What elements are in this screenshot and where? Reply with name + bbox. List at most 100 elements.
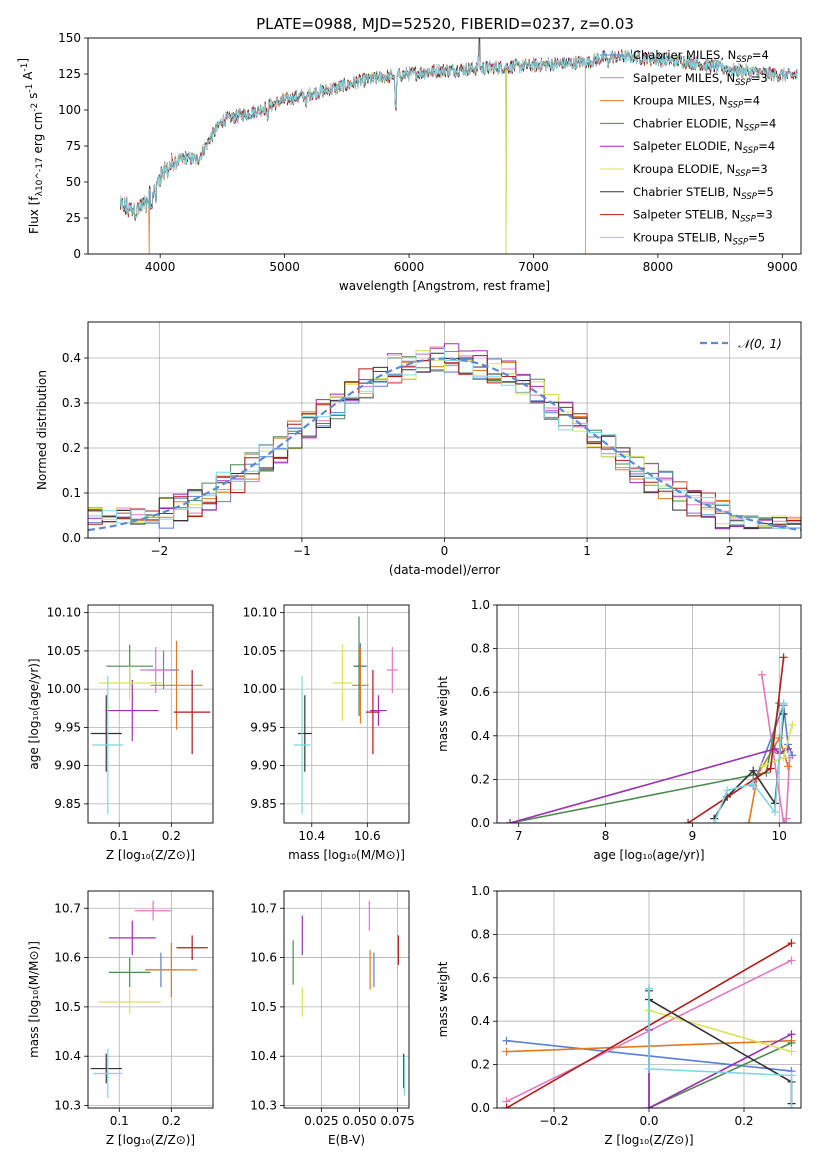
x-tick-label: 0.2 xyxy=(162,1114,181,1128)
weight-marker xyxy=(684,819,693,823)
y-tick-label: 10.10 xyxy=(243,606,277,620)
y-tick-label: 25 xyxy=(66,211,81,225)
x-tick-label: 9 xyxy=(689,829,697,843)
x-tick-label: 0.025 xyxy=(304,1114,338,1128)
weight-marker xyxy=(749,766,758,775)
weight-marker xyxy=(787,1104,796,1108)
x-tick-label: 0.1 xyxy=(110,1114,129,1128)
weight-line xyxy=(509,748,789,823)
y-tick-label: 0.6 xyxy=(471,971,490,985)
y-axis-label: mass [log₁₀(M/M⊙)] xyxy=(27,941,41,1058)
panel-age_vs_mass: 10.4 10.6 9.85 9.90 9.95 10.00 10.05 10.10 mass … xyxy=(243,604,410,862)
weight-marker xyxy=(744,819,753,823)
legend-entry: Chabrier ELODIE, NSSP=4 xyxy=(633,116,776,133)
axes-frame xyxy=(87,37,802,255)
x-axis-label: age [log₁₀(age/yr)] xyxy=(593,848,704,862)
y-tick-label: 10.4 xyxy=(250,1049,277,1063)
weight-line xyxy=(648,988,793,1108)
weight-line xyxy=(648,1009,792,1053)
weight-marker xyxy=(645,984,653,993)
legend: 𝒩(0, 1) xyxy=(700,337,782,351)
weight-marker xyxy=(757,762,766,771)
y-tick-label: 0.0 xyxy=(471,816,490,830)
legend-entry: Salpeter ELODIE, NSSP=4 xyxy=(633,139,775,156)
y-tick-label: 0.4 xyxy=(471,1014,490,1028)
legend: Chabrier MILES, NSSP=4 Salpeter MILES, NS… xyxy=(600,48,776,247)
y-tick-label: 0.8 xyxy=(471,642,490,656)
x-tick-label: 10.6 xyxy=(354,829,381,843)
weight-line xyxy=(687,657,785,823)
legend-entry: Salpeter STELIB, NSSP=3 xyxy=(633,208,773,225)
weight-marker xyxy=(788,720,797,729)
legend-entry: Kroupa MILES, NSSP=4 xyxy=(633,94,760,111)
weight-line xyxy=(509,702,781,823)
legend-entry: Kroupa ELODIE, NSSP=3 xyxy=(633,162,768,179)
legend-entry: Chabrier MILES, NSSP=4 xyxy=(633,48,769,65)
y-axis-label: mass weight xyxy=(436,676,450,752)
y-tick-label: 125 xyxy=(58,67,81,81)
y-tick-label: 10.5 xyxy=(54,1000,81,1014)
weight-line xyxy=(648,990,793,1104)
y-tick-label: 10.10 xyxy=(47,606,81,620)
y-tick-label: 10.4 xyxy=(54,1049,81,1063)
weight-marker xyxy=(779,699,788,708)
y-tick-label: 50 xyxy=(66,175,81,189)
y-axis-label: Normed distribution xyxy=(35,370,49,490)
x-axis-label: Z [log₁₀(Z/Z⊙)] xyxy=(106,848,195,862)
legend-entry: Salpeter MILES, NSSP=3 xyxy=(633,71,768,88)
plot-area xyxy=(506,653,797,823)
y-tick-label: 10.7 xyxy=(54,901,81,915)
y-tick-label: 9.85 xyxy=(250,797,277,811)
y-tick-label: 0.0 xyxy=(62,531,81,545)
x-tick-label: 0.1 xyxy=(110,829,129,843)
axes-frame xyxy=(87,890,214,1109)
y-tick-label: 75 xyxy=(66,139,81,153)
x-tick-label: 8 xyxy=(602,829,610,843)
weight-marker xyxy=(723,786,732,795)
series-line xyxy=(120,49,798,220)
weight-line xyxy=(648,988,792,1108)
y-tick-label: 9.95 xyxy=(54,720,81,734)
weight-line xyxy=(748,736,789,823)
weight-marker xyxy=(787,939,796,948)
y-tick-label: 0.6 xyxy=(471,685,490,699)
legend-entry: Chabrier STELIB, NSSP=5 xyxy=(633,185,774,202)
weight-marker xyxy=(749,779,758,788)
panel-mass_vs_Z: 0.1 0.2 10.3 10.4 10.5 10.6 10.7 Z [log₁₀(Z/Z⊙)… xyxy=(27,890,214,1147)
legend-entry: Kroupa STELIB, NSSP=5 xyxy=(633,230,765,247)
x-tick-label: 10.4 xyxy=(298,829,325,843)
axes-frame xyxy=(87,321,802,539)
y-tick-label: 10.00 xyxy=(47,682,81,696)
y-axis-label: age [log₁₀(age/yr)] xyxy=(27,658,41,769)
x-tick-label: −0.2 xyxy=(539,1114,568,1128)
x-tick-label: 1 xyxy=(583,544,591,558)
weight-marker xyxy=(783,762,792,771)
x-axis-label: Z [log₁₀(Z/Z⊙)] xyxy=(604,1133,693,1147)
weight-marker xyxy=(757,670,766,679)
y-tick-label: 1.0 xyxy=(471,598,490,612)
plot-area xyxy=(90,640,211,814)
weight-marker xyxy=(502,1036,511,1045)
x-tick-label: −1 xyxy=(293,544,311,558)
y-tick-label: 9.95 xyxy=(250,720,277,734)
y-tick-label: 10.6 xyxy=(250,951,277,965)
x-tick-label: 2 xyxy=(726,544,734,558)
weight-marker xyxy=(779,819,788,823)
y-tick-label: 10.3 xyxy=(250,1099,277,1113)
x-tick-label: 5000 xyxy=(269,260,300,274)
axes-frame xyxy=(496,604,802,824)
panel-mass_weight_vs_Z: −0.2 0.0 0.2 0.0 0.2 0.4 0.6 0.8 1.0 Z [log₁₀(Z/Z… xyxy=(436,884,802,1147)
y-axis-label: mass weight xyxy=(436,961,450,1037)
x-tick-label: −2 xyxy=(150,544,168,558)
x-tick-label: 0.075 xyxy=(380,1114,414,1128)
y-tick-label: 10.6 xyxy=(54,951,81,965)
x-tick-label: 0.050 xyxy=(342,1114,376,1128)
plot-area xyxy=(90,900,208,1099)
weight-marker xyxy=(766,764,775,773)
weight-marker xyxy=(787,956,796,965)
y-tick-label: 10.5 xyxy=(250,1000,277,1014)
x-tick-label: 7 xyxy=(515,829,523,843)
axes-frame xyxy=(283,604,410,824)
plot-area xyxy=(120,38,798,254)
